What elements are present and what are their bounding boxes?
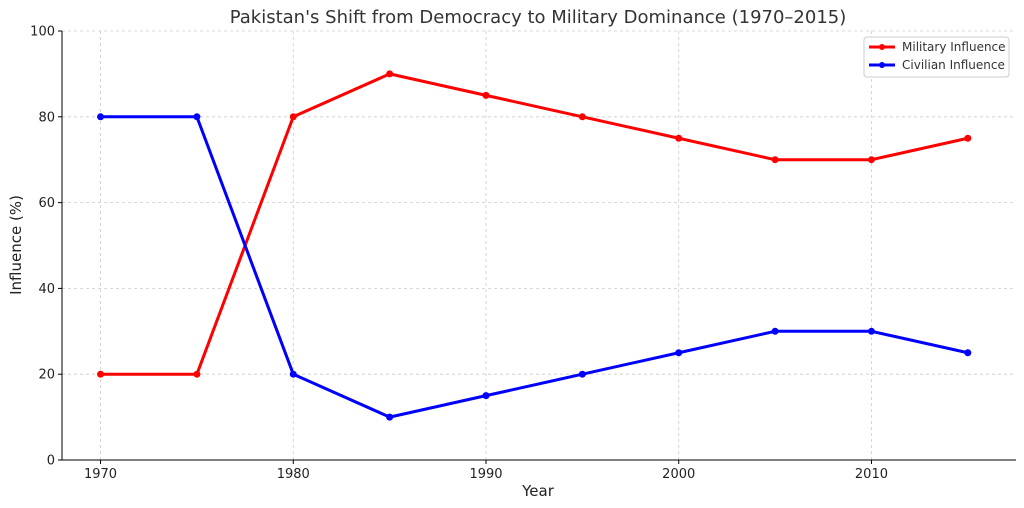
civilian-influence-point: [964, 349, 972, 357]
military-influence-point: [964, 134, 972, 142]
civilian-influence-point: [675, 349, 683, 357]
x-tick-label: 2010: [855, 467, 888, 482]
civilian-influence-point: [578, 370, 586, 378]
civilian-influence-point: [193, 113, 201, 121]
military-influence-legend-marker: [879, 44, 885, 50]
military-influence-legend-label: Military Influence: [902, 40, 1006, 54]
civilian-influence-point: [867, 327, 875, 335]
axes: [61, 31, 1016, 461]
military-influence-point: [675, 134, 683, 142]
x-tick-label: 1970: [84, 467, 117, 482]
military-influence-point: [97, 370, 105, 378]
x-tick-label: 2000: [662, 467, 695, 482]
civilian-influence-point: [386, 413, 394, 421]
legend: Military Influence Civilian Influence: [863, 36, 1010, 78]
military-influence-point: [482, 91, 490, 99]
y-tick-label: 100: [30, 25, 55, 40]
military-influence-point: [578, 113, 586, 121]
y-tick-label: 40: [38, 282, 55, 297]
civilian-influence-point: [289, 370, 297, 378]
y-tick-label: 60: [38, 196, 55, 211]
civilian-influence-line: [99, 115, 970, 419]
military-influence-point: [193, 370, 201, 378]
military-influence-point: [771, 156, 779, 164]
civilian-influence-point: [97, 113, 105, 121]
x-tick-label: 1980: [277, 467, 310, 482]
chart-title: Pakistan's Shift from Democracy to Milit…: [230, 7, 847, 28]
y-tick-label: 20: [38, 368, 55, 383]
y-tick-label: 80: [38, 110, 55, 125]
civilian-influence-point: [482, 392, 490, 400]
civilian-influence-legend-label: Civilian Influence: [902, 58, 1005, 72]
military-influence-point: [289, 113, 297, 121]
civilian-influence-legend-marker: [879, 62, 885, 68]
grid: [62, 30, 1016, 461]
military-influence-line: [99, 72, 970, 376]
military-influence-point: [867, 156, 875, 164]
ticks: 1970 1980 1990 2000 2010 0 20 40 60 80 100: [30, 25, 888, 483]
y-tick-label: 0: [47, 454, 55, 469]
y-axis-label: Influence (%): [7, 195, 25, 295]
military-influence-point: [386, 70, 394, 78]
legend-box: [863, 36, 1010, 78]
x-tick-label: 1990: [469, 467, 502, 482]
series-group: [97, 70, 972, 421]
x-axis-label: Year: [521, 482, 555, 500]
civilian-influence-point: [771, 327, 779, 335]
